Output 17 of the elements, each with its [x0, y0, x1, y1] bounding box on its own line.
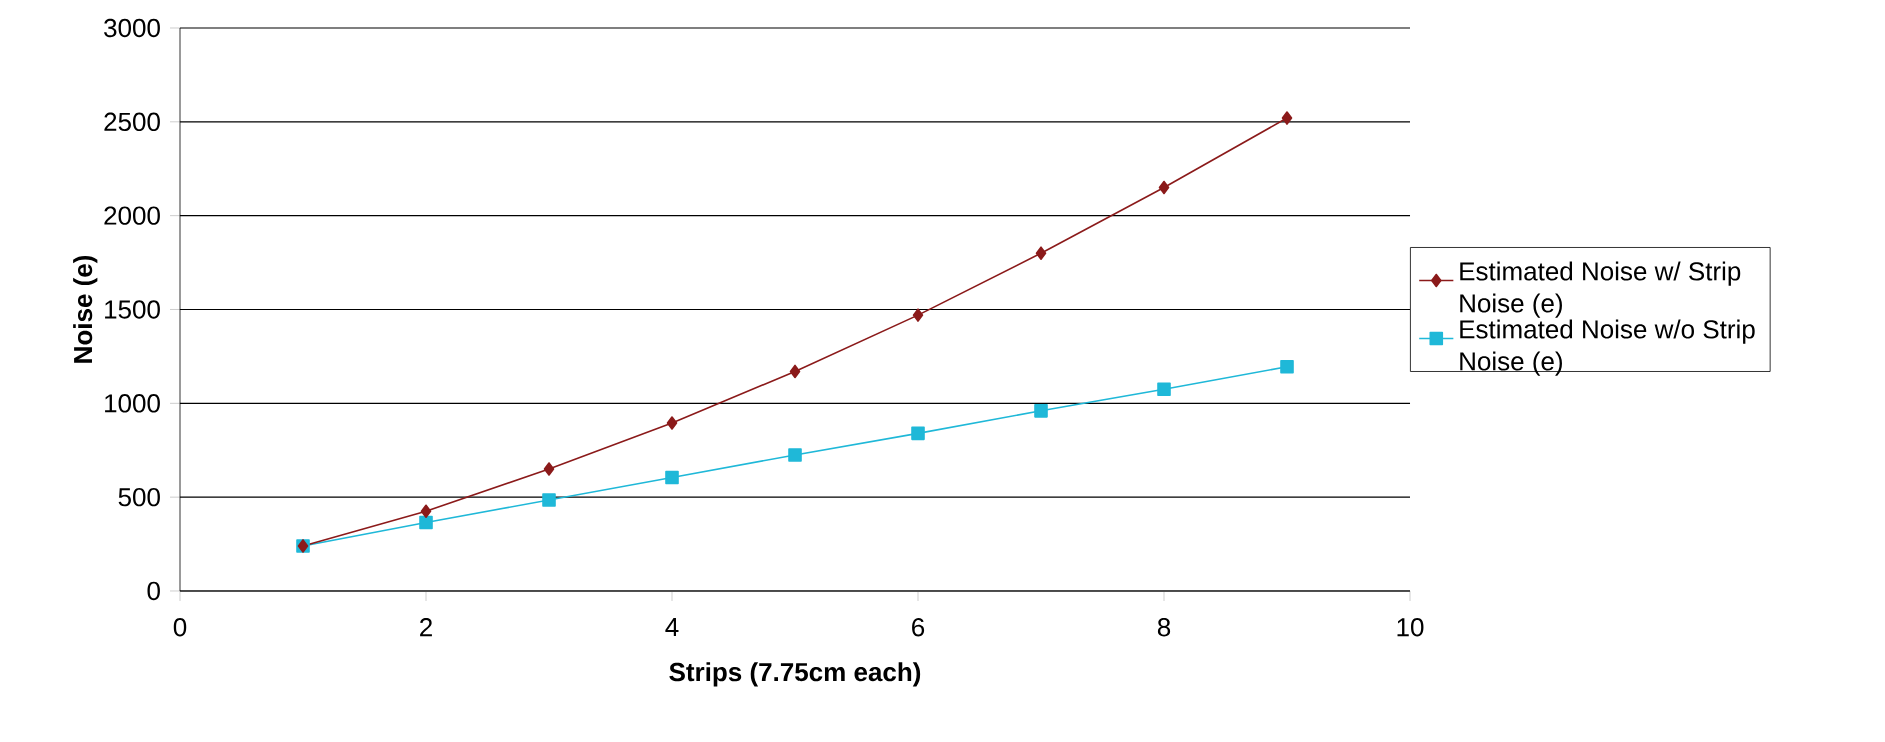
y-tick-label: 1000 [105, 394, 160, 413]
legend-label: Estimated Noise w/o Strip Noise (e) [1460, 319, 1755, 376]
x-tick-label: 6 [912, 618, 925, 637]
y-tick-label: 2500 [104, 112, 160, 132]
x-axis-title: Strips (7.75cm each) [669, 662, 921, 687]
y-tick-label: 3000 [104, 18, 160, 38]
x-tick-label: 8 [1157, 618, 1171, 637]
x-tick-label: 10 [1397, 618, 1424, 637]
y-axis-title: Noise (e) [73, 255, 98, 363]
x-tick-label: 2 [420, 618, 432, 637]
y-tick-label: 500 [118, 487, 160, 507]
x-tick-label: 0 [173, 618, 187, 637]
y-tick-label: 1500 [105, 300, 160, 319]
x-tick-label: 4 [665, 618, 679, 636]
legend-label: Estimated Noise w/ Strip Noise (e) [1460, 261, 1741, 318]
y-tick-label: 0 [147, 581, 160, 601]
y-tick-label: 2000 [104, 206, 160, 225]
